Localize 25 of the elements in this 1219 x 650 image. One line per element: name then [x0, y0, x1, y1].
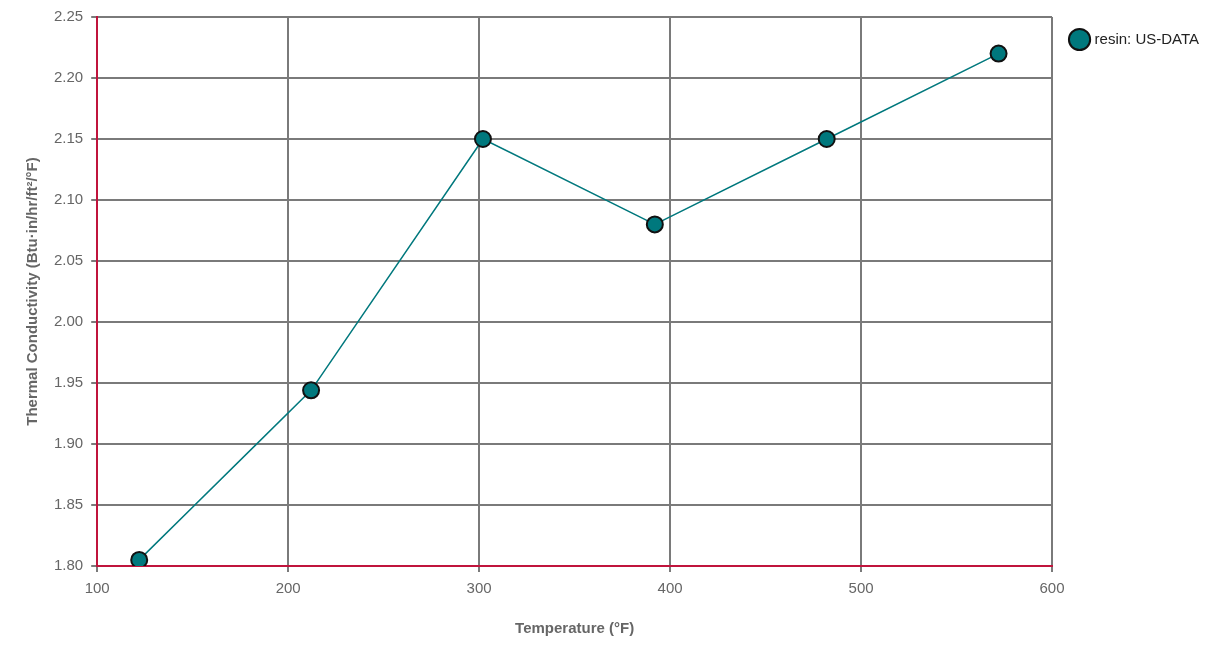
y-tick-label: 2.10 [53, 190, 84, 208]
x-tick-label: 600 [1039, 579, 1065, 597]
y-tick-label: 1.80 [53, 556, 84, 574]
point [130, 550, 149, 566]
x-tick-label: 500 [848, 579, 874, 597]
y-tick-label: 1.85 [53, 495, 84, 513]
x-tick-label: 400 [657, 579, 683, 597]
y-axis-title: Thermal Conductivity (Btu·in/hr/ft²/°F) [23, 157, 41, 426]
y-tick-label: 1.95 [53, 373, 84, 391]
y-tick-label: 2.25 [53, 7, 84, 25]
y-tick-label: 2.15 [53, 129, 84, 147]
point [302, 381, 321, 400]
y-tick-label: 2.05 [53, 251, 84, 269]
point [645, 215, 664, 234]
x-axis-title: Temperature (°F) [515, 619, 635, 637]
y-tick-label: 2.00 [53, 312, 84, 330]
point [817, 130, 836, 148]
y-tick-label: 1.90 [53, 434, 84, 452]
x-tick-label: 300 [466, 579, 492, 597]
legend-label: resin: US-DATA [1094, 29, 1200, 47]
x-tick-label: 100 [84, 579, 110, 597]
y-tick-label: 2.20 [53, 68, 84, 86]
point [473, 130, 492, 148]
point [989, 44, 1008, 63]
x-tick-label: 200 [275, 579, 301, 597]
